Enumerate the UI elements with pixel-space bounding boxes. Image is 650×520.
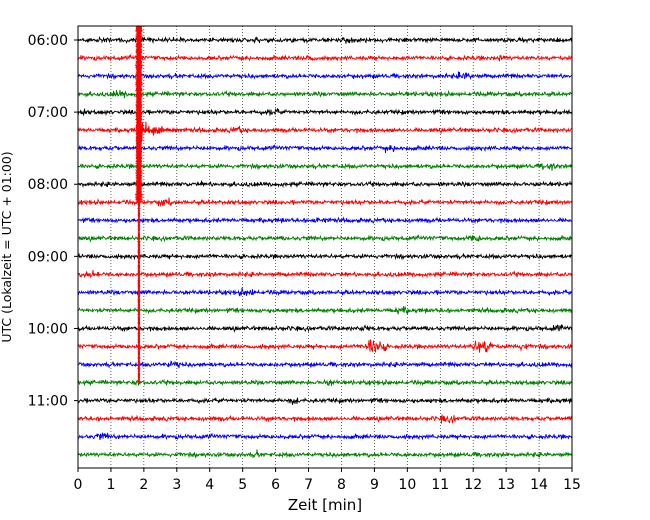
x-tick-label: 7 — [304, 477, 313, 493]
y-tick-label: 07:00 — [28, 105, 68, 121]
trace-line — [77, 252, 573, 261]
arrival-streak — [134, 25, 144, 384]
x-tick-label: 5 — [238, 477, 247, 493]
x-tick-label: 0 — [74, 477, 83, 493]
trace-line — [77, 378, 573, 387]
plot-frame — [77, 25, 573, 469]
y-ticks: 06:00 07:00 08:00 09:00 10:00 11:00 — [28, 33, 78, 410]
x-tick-label: 6 — [271, 477, 280, 493]
trace-line — [77, 197, 573, 207]
y-tick-label: 08:00 — [28, 177, 68, 193]
x-tick-label: 14 — [530, 477, 548, 493]
trace-line — [77, 162, 573, 171]
trace-line — [77, 216, 573, 225]
traces-group — [77, 25, 573, 459]
x-axis-label: Zeit [min] — [288, 496, 362, 514]
x-tick-label: 9 — [370, 477, 379, 493]
trace-line — [77, 449, 573, 459]
trace-line — [77, 35, 573, 45]
trace-line — [77, 306, 573, 315]
trace-line — [77, 71, 573, 81]
trace-line — [77, 324, 573, 333]
y-tick-label: 09:00 — [28, 249, 68, 265]
trace-line — [77, 143, 573, 154]
x-tick-label: 13 — [497, 477, 515, 493]
x-ticks: 0 1 2 3 4 5 6 7 8 9 10 11 12 13 14 15 — [74, 468, 581, 493]
trace-line — [77, 269, 573, 279]
x-tick-label: 8 — [337, 477, 346, 493]
x-tick-label: 2 — [139, 477, 148, 493]
x-tick-label: 3 — [172, 477, 181, 493]
trace-line — [77, 89, 573, 99]
y-tick-label: 11:00 — [28, 394, 68, 410]
trace-line — [77, 396, 573, 405]
trace-line — [77, 53, 573, 62]
trace-line — [77, 414, 573, 424]
y-tick-label: 10:00 — [28, 321, 68, 337]
x-tick-label: 11 — [431, 477, 449, 493]
trace-line — [77, 360, 573, 369]
trace-line — [77, 234, 573, 243]
trace-line — [77, 431, 573, 441]
trace-line — [77, 107, 573, 117]
y-tick-label: 06:00 — [28, 33, 68, 49]
trace-line — [77, 180, 573, 189]
x-tick-label: 10 — [398, 477, 416, 493]
x-tick-label: 1 — [106, 477, 115, 493]
y-axis-label: UTC (Lokalzeit = UTC + 01:00) — [0, 151, 14, 342]
arrival-coda — [138, 121, 180, 142]
x-tick-label: 15 — [563, 477, 581, 493]
x-tick-label: 4 — [205, 477, 214, 493]
x-tick-label: 12 — [464, 477, 482, 493]
trace-line — [77, 287, 573, 297]
trace-line — [77, 125, 573, 135]
trace-line — [77, 339, 573, 353]
